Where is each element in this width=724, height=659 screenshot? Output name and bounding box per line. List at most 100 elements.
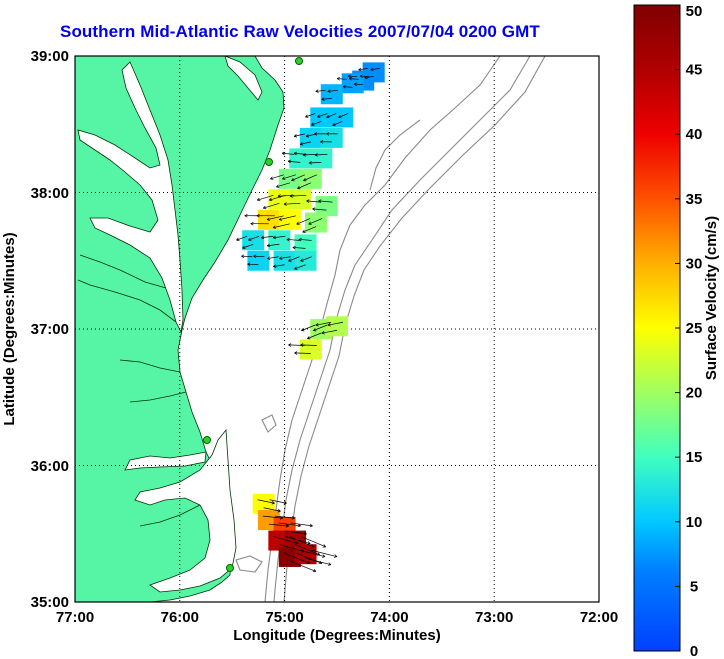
x-tick-label: 73:00 [475, 609, 513, 626]
radar-site [295, 57, 303, 65]
velocity-arrow [262, 515, 295, 528]
colorbar-ticks: 0 5 10 15 20 25 30 35 40 45 50 [675, 3, 702, 659]
velocity-arrow [281, 151, 307, 164]
colorbar-tick-label: 30 [686, 255, 703, 272]
x-tick-label: 76:00 [161, 609, 199, 626]
velocity-arrow [277, 194, 307, 206]
x-tick-label: 72:00 [580, 609, 618, 626]
x-axis-title: Longitude (Degrees:Minutes) [233, 627, 441, 644]
velocity-cell [320, 84, 343, 105]
colorbar-tick-label: 50 [686, 3, 703, 20]
velocity-arrow [244, 213, 275, 226]
y-axis-title: Latitude (Degrees:Minutes) [1, 232, 18, 425]
colorbar-tick-label: 15 [686, 449, 703, 466]
velocity-arrow [257, 499, 287, 513]
y-tick-label: 37:00 [31, 321, 69, 338]
colorbar: 0 5 10 15 20 25 30 35 40 45 50 Surface Velocity (c… [633, 3, 720, 659]
velocity-cell [289, 148, 312, 169]
velocity-cell [320, 127, 343, 148]
velocity-cell [294, 250, 317, 271]
velocity-arrow [286, 237, 312, 250]
velocity-arrow [288, 343, 317, 355]
velocity-cell [289, 189, 312, 210]
velocity-cell [242, 230, 265, 251]
velocity-cell [278, 168, 301, 189]
velocity-arrow [260, 235, 286, 248]
velocity-arrow [291, 174, 317, 190]
velocity-arrow [301, 324, 328, 340]
x-tick-label: 74:00 [370, 609, 408, 626]
velocity-cell [331, 107, 354, 128]
radar-sites [203, 57, 303, 572]
radar-site [226, 564, 234, 572]
velocity-arrow [358, 67, 380, 80]
colorbar-label: Surface Velocity (cm/s) [703, 216, 720, 380]
colorbar-gradient [633, 4, 681, 652]
velocity-cell [257, 209, 280, 230]
velocity-arrow [267, 256, 291, 268]
velocity-arrow [241, 254, 265, 267]
velocity-arrow [293, 133, 317, 146]
velocity-cells [242, 62, 385, 567]
velocity-cell [310, 148, 333, 169]
velocity-arrow [306, 199, 333, 211]
velocity-arrow [302, 153, 328, 165]
radar-site [203, 436, 211, 444]
velocity-arrow [257, 194, 286, 210]
velocity-arrow [315, 321, 344, 335]
velocity-arrow [270, 174, 296, 188]
x-tick-label: 77:00 [56, 609, 94, 626]
colorbar-tick-label: 10 [686, 514, 703, 531]
velocity-cell [278, 209, 301, 230]
colorbar-tick-label: 45 [686, 62, 703, 79]
grid-lines [75, 56, 599, 602]
y-tick-label: 38:00 [31, 185, 69, 202]
velocity-arrow [266, 215, 296, 229]
radar-site [265, 158, 273, 166]
velocity-arrow [326, 113, 349, 127]
velocity-arrow [278, 522, 313, 536]
velocity-arrows [236, 67, 380, 573]
velocity-arrow [288, 256, 312, 270]
pamlico-sound [134, 428, 237, 593]
velocity-cell [305, 212, 328, 233]
velocity-arrow [236, 235, 260, 249]
rivers [77, 254, 201, 527]
velocity-cell [273, 250, 296, 271]
x-tick-labels: 77:00 76:00 75:00 74:00 73:00 72:00 [56, 609, 618, 626]
velocity-cell [299, 168, 322, 189]
velocity-arrow [336, 77, 359, 89]
colorbar-tick-label: 35 [686, 191, 703, 208]
velocity-cell [247, 250, 270, 271]
velocity-arrow [315, 89, 338, 101]
colorbar-tick-label: 5 [690, 578, 698, 595]
colorbar-tick-label: 20 [686, 385, 703, 402]
colorbar-tick-label: 25 [686, 320, 703, 337]
velocity-cell [299, 127, 322, 148]
velocity-arrow [314, 132, 338, 144]
y-tick-labels: 39:00 38:00 37:00 36:00 35:00 [31, 48, 69, 611]
chesapeake-bay [77, 61, 184, 334]
velocity-arrow [299, 549, 338, 566]
x-tick-label: 75:00 [265, 609, 303, 626]
delaware-bay [224, 56, 263, 101]
velocity-cell [326, 316, 348, 337]
y-tick-label: 36:00 [31, 458, 69, 475]
velocity-arrow [296, 218, 323, 233]
velocity-arrow [347, 74, 370, 86]
velocity-arrow [283, 552, 323, 573]
velocity-cell [299, 339, 322, 360]
velocity-arrow [305, 113, 328, 126]
colorbar-tick-label: 40 [686, 126, 703, 143]
albemarle-sound [124, 451, 207, 471]
velocity-cell [341, 73, 364, 94]
velocity-cell [310, 107, 333, 128]
y-tick-label: 39:00 [31, 48, 69, 65]
colorbar-tick-label: 0 [690, 643, 698, 659]
y-tick-label: 35:00 [31, 594, 69, 611]
velocity-arrow [288, 536, 326, 556]
plot-title: Southern Mid-Atlantic Raw Velocities 200… [60, 22, 540, 41]
velocity-cell [268, 230, 291, 251]
plot-frame [74, 55, 600, 603]
